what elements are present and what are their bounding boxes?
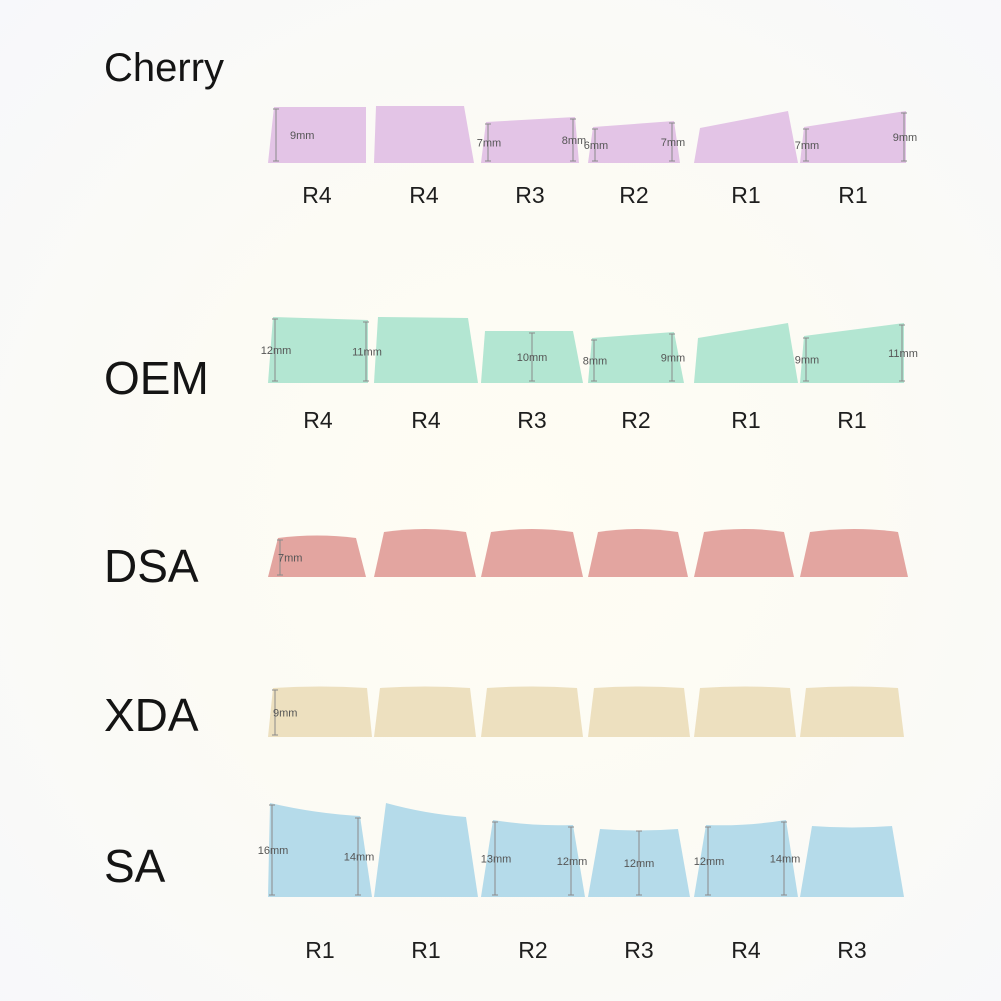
dsa-keycap-2 — [374, 529, 476, 577]
cherry-dimension-label: 7mm — [477, 138, 501, 150]
oem-dimension-label: 8mm — [583, 356, 607, 368]
dsa-keycap-1 — [268, 535, 366, 577]
oem-keycap-1 — [268, 317, 368, 383]
cherry-keycap-5 — [694, 111, 798, 163]
oem-dimension-label: 9mm — [795, 355, 819, 367]
cherry-keycap-2 — [374, 106, 474, 163]
sa-row-label-1: R1 — [305, 937, 334, 963]
sa-dimension-label: 16mm — [258, 845, 289, 857]
oem-row-label-1: R4 — [303, 407, 333, 433]
sa-keycap-6 — [800, 826, 904, 897]
dsa-keycap-row: 7mm — [268, 529, 908, 577]
dsa-keycap-6 — [800, 529, 908, 577]
xda-keycap-5 — [694, 686, 796, 737]
cherry-dimension-label: 8mm — [562, 135, 586, 147]
oem-row-label-5: R1 — [731, 407, 760, 433]
oem-dimension-label: 10mm — [517, 352, 548, 364]
cherry-row-label-3: R3 — [515, 182, 544, 208]
sa-dimension-label: 12mm — [557, 856, 588, 868]
cherry-dimension-label: 7mm — [661, 137, 685, 149]
dsa-keycap-5 — [694, 529, 794, 577]
cherry-keycap-1 — [268, 107, 366, 163]
cherry-row-label-1: R4 — [302, 182, 332, 208]
oem-keycap-5 — [694, 323, 798, 383]
cherry-dimension-label: 6mm — [584, 140, 608, 152]
cherry-profile-name: Cherry — [104, 46, 225, 90]
xda-keycap-2 — [374, 686, 476, 737]
sa-dimension-label: 14mm — [344, 852, 375, 864]
oem-keycap-2 — [374, 317, 478, 383]
sa-dimension-label: 14mm — [770, 854, 801, 866]
oem-keycap-4 — [588, 332, 684, 383]
oem-row-label-2: R4 — [411, 407, 441, 433]
oem-dimension-label: 9mm — [661, 353, 685, 365]
oem-row-label-3: R3 — [517, 407, 546, 433]
dsa-keycap-4 — [588, 529, 688, 577]
xda-keycap-1 — [268, 686, 372, 737]
oem-dimension-label: 11mm — [888, 348, 918, 360]
dsa-profile-name: DSA — [104, 540, 199, 592]
cherry-dimension-label: 9mm — [290, 130, 314, 142]
sa-keycap-5 — [694, 820, 798, 897]
cherry-row-label-6: R1 — [838, 182, 867, 208]
xda-keycap-4 — [588, 686, 690, 737]
cherry-dimension-label: 9mm — [893, 132, 917, 144]
cherry-keycap-6 — [800, 111, 906, 163]
xda-keycap-6 — [800, 686, 904, 737]
sa-row-label-6: R3 — [837, 937, 866, 963]
cherry-keycap-4 — [588, 121, 680, 163]
cherry-row-label-4: R2 — [619, 182, 648, 208]
oem-keycap-row: 12mm 11mm 10mm 8mm 9mm 9mm 11mm R4 R4 R3 R2 R1 R1 — [261, 317, 918, 433]
sa-keycap-1 — [268, 803, 372, 897]
cherry-row-label-5: R1 — [731, 182, 760, 208]
xda-profile-name: XDA — [104, 689, 199, 741]
cherry-row-label-2: R4 — [409, 182, 439, 208]
xda-keycap-row: 9mm — [268, 686, 904, 737]
sa-keycap-row: 16mm 14mm 13mm 12mm 12mm 12mm 14mm R1 R1 R2 R3 R4 R3 — [258, 803, 904, 963]
cherry-keycap-3 — [481, 117, 579, 163]
sa-row-label-4: R3 — [624, 937, 653, 963]
oem-dimension-label: 12mm — [261, 345, 292, 357]
cherry-dimension-label: 7mm — [795, 140, 819, 152]
oem-dimension-label: 11mm — [352, 347, 382, 359]
sa-dimension-label: 12mm — [694, 856, 725, 868]
oem-row-label-4: R2 — [621, 407, 650, 433]
oem-keycap-6 — [800, 323, 904, 383]
sa-dimension-label: 13mm — [481, 854, 512, 866]
dsa-dimension-label: 7mm — [278, 553, 302, 565]
sa-row-label-3: R2 — [518, 937, 547, 963]
sa-keycap-3 — [481, 820, 585, 897]
oem-profile-name: OEM — [104, 352, 209, 404]
sa-row-label-5: R4 — [731, 937, 761, 963]
oem-row-label-6: R1 — [837, 407, 866, 433]
sa-row-label-2: R1 — [411, 937, 440, 963]
sa-dimension-label: 12mm — [624, 858, 655, 870]
xda-keycap-3 — [481, 686, 583, 737]
sa-keycap-2 — [374, 803, 478, 897]
sa-profile-name: SA — [104, 840, 166, 892]
xda-dimension-label: 9mm — [273, 708, 297, 720]
dsa-keycap-3 — [481, 529, 583, 577]
